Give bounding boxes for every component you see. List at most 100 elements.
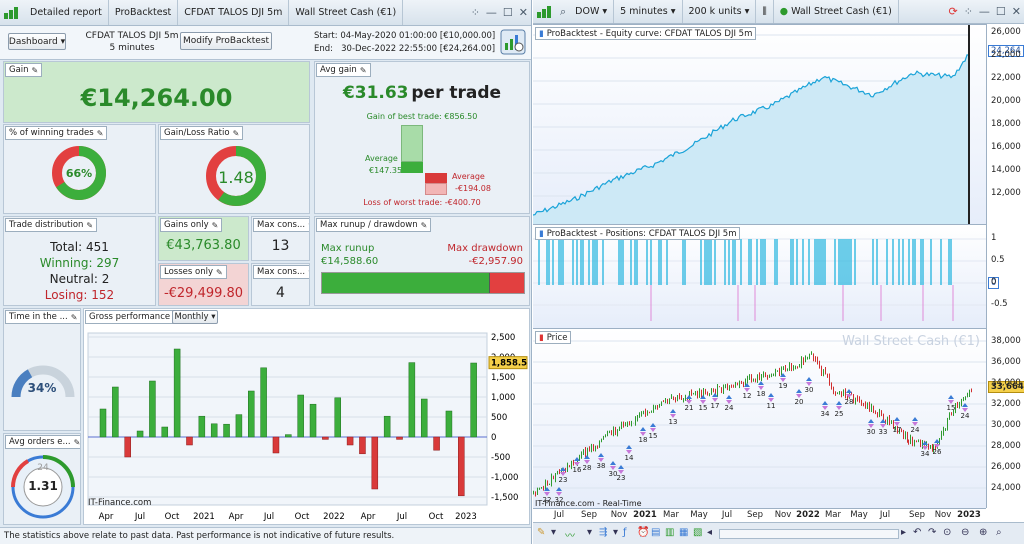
- tab-strategy[interactable]: CFDAT TALOS DJI 5m: [178, 0, 290, 25]
- alert-icon[interactable]: ⏰: [637, 527, 650, 538]
- draw-tool-icon[interactable]: ✎: [537, 527, 546, 538]
- pin-icon[interactable]: ✎: [31, 65, 39, 75]
- trade-distribution-label: Trade distribution ✎: [5, 218, 98, 232]
- symbol-selector[interactable]: DOW ▾: [569, 0, 615, 23]
- time-axis-tick: Sep: [746, 510, 764, 520]
- trading-icon[interactable]: ▦: [679, 527, 689, 538]
- runup-fill: [322, 273, 490, 293]
- zoom-reset-icon[interactable]: ⊙: [943, 527, 952, 538]
- pin-icon[interactable]: ✎: [359, 65, 367, 75]
- avg-orders-card: Avg orders e... ✎ 24 1.31: [3, 433, 81, 525]
- undo-icon[interactable]: ↶: [913, 527, 922, 538]
- cursor-line: [968, 25, 970, 224]
- gross-bar: [309, 403, 317, 438]
- pin-icon[interactable]: ✎: [308, 219, 309, 232]
- buy-arrow-icon: [700, 395, 706, 399]
- worst-trade: Loss of worst trade: -€400.70: [363, 198, 481, 207]
- winning-pct-donut: [52, 146, 106, 200]
- gross-bar: [248, 390, 255, 438]
- buy-arrow-icon: [626, 445, 632, 449]
- modify-probacktest-button[interactable]: Modify ProBacktest: [180, 32, 272, 50]
- search-icon[interactable]: ⌕: [996, 527, 1002, 538]
- gross-y-tick: 1,000: [491, 393, 515, 403]
- gross-x-tick: Oct: [429, 512, 444, 522]
- chevron-down-icon[interactable]: ▾: [551, 527, 557, 538]
- pin-icon[interactable]: ✎: [211, 220, 219, 230]
- pin-icon[interactable]: ✎: [420, 220, 428, 230]
- pin-icon[interactable]: ✎: [232, 128, 240, 138]
- minimize-icon[interactable]: —: [978, 5, 990, 18]
- chart-type-icon[interactable]: 〰: [565, 531, 575, 542]
- scroll-right-icon[interactable]: ▸: [901, 527, 907, 538]
- status-dot-icon: ●: [779, 6, 789, 17]
- dashboard-dropdown[interactable]: Dashboard ▾: [8, 33, 66, 50]
- report-title-bar: Detailed report ProBacktest CFDAT TALOS …: [0, 0, 531, 26]
- trade-count-label: 19: [779, 382, 788, 390]
- redo-icon[interactable]: ↷: [928, 527, 937, 538]
- gross-bar: [285, 434, 292, 438]
- horizontal-scrollbar[interactable]: [719, 529, 899, 539]
- sell-arrow-icon: [686, 400, 692, 404]
- chevron-down-icon[interactable]: ▾: [587, 527, 593, 538]
- sync-icon[interactable]: ⟳: [948, 5, 958, 18]
- close-icon[interactable]: ✕: [1011, 5, 1021, 18]
- link-icon[interactable]: ⁘: [470, 6, 480, 19]
- notes-icon[interactable]: ▤: [651, 527, 661, 538]
- maximize-icon[interactable]: ☐: [502, 6, 513, 19]
- maximize-icon[interactable]: ☐: [995, 5, 1006, 18]
- pin-icon[interactable]: ✎: [308, 266, 309, 279]
- pin-icon[interactable]: ✎: [70, 312, 78, 322]
- trade-count-label: 33: [879, 428, 888, 436]
- chevron-down-icon: ▾: [60, 36, 66, 47]
- period-dropdown[interactable]: Monthly ▾: [172, 310, 218, 324]
- sell-arrow-icon: [544, 492, 550, 496]
- buy-arrow-icon: [880, 419, 886, 423]
- pin-icon[interactable]: ✎: [73, 437, 81, 447]
- tab-instrument[interactable]: Wall Street Cash (€1): [289, 0, 404, 25]
- zoom-in-icon[interactable]: ⊕: [979, 527, 988, 538]
- search-icon[interactable]: ⌕: [560, 4, 567, 18]
- tab-detailed-report[interactable]: Detailed report: [24, 0, 109, 25]
- footer-disclaimer: The statistics above relate to past data…: [0, 527, 531, 544]
- gains-only-card: Gains only ✎ €43,763.80: [158, 216, 249, 261]
- indicators-icon[interactable]: ƒ: [623, 527, 627, 538]
- report-settings-icon[interactable]: [500, 29, 526, 55]
- backtest-icon[interactable]: ▧: [693, 527, 703, 538]
- gross-y-tick: 500: [491, 413, 507, 423]
- sell-arrow-icon: [836, 406, 842, 410]
- trade-count-label: 18: [757, 390, 766, 398]
- pin-icon[interactable]: ✎: [215, 267, 223, 277]
- losses-only-value: -€29,499.80: [163, 286, 244, 301]
- link-icon[interactable]: ⁘: [963, 5, 973, 18]
- time-axis-tick: Sep: [580, 510, 598, 520]
- scroll-left-icon[interactable]: ◂: [707, 527, 713, 538]
- tab-probacktest[interactable]: ProBacktest: [109, 0, 179, 25]
- units-selector[interactable]: 200 k units ▾: [683, 0, 757, 23]
- buy-arrow-icon: [894, 417, 900, 421]
- bars-icon[interactable]: ⫼: [756, 0, 774, 23]
- pin-icon[interactable]: ✎: [96, 128, 104, 138]
- trade-count-label: 23: [559, 476, 568, 484]
- price-y-tick: 34,000: [991, 378, 1021, 388]
- neutral-trades: Neutral: 2: [49, 272, 110, 286]
- buy-arrow-icon: [768, 393, 774, 397]
- buy-arrow-icon: [922, 441, 928, 445]
- screener-icon[interactable]: ▥: [665, 527, 675, 538]
- chevron-down-icon[interactable]: ▾: [613, 527, 619, 538]
- avg-orders-label: Avg orders e... ✎: [5, 435, 81, 449]
- zoom-out-icon[interactable]: ⊖: [961, 527, 970, 538]
- share-icon[interactable]: ⇶: [599, 527, 608, 538]
- trade-count-label: 15: [947, 404, 956, 412]
- close-icon[interactable]: ✕: [518, 6, 528, 19]
- buy-arrow-icon: [650, 423, 656, 427]
- sell-arrow-icon: [768, 398, 774, 402]
- timeframe-selector[interactable]: 5 minutes ▾: [614, 0, 683, 23]
- trade-count-label: 32: [555, 496, 564, 504]
- time-axis-tick: May: [850, 510, 868, 520]
- pin-icon[interactable]: ✎: [86, 220, 94, 230]
- max-drawdown-value: -€2,957.90: [468, 256, 523, 267]
- max-cons-label: Max cons...✎: [253, 265, 309, 279]
- minimize-icon[interactable]: —: [485, 6, 497, 19]
- avg-orders-value: 1.31: [28, 479, 58, 493]
